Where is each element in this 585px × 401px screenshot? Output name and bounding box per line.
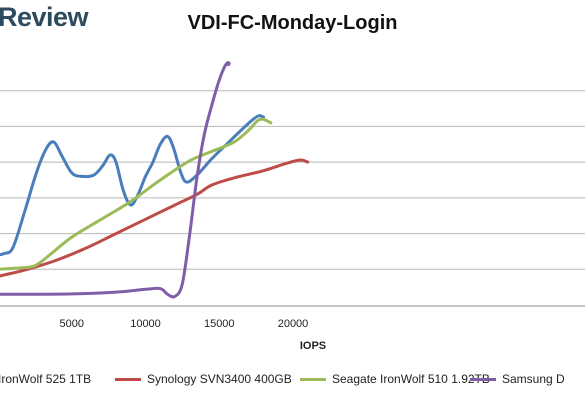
chart-title: VDI-FC-Monday-Login xyxy=(187,12,398,34)
legend-label: Samsung D xyxy=(502,372,565,386)
series-line-3 xyxy=(0,117,273,271)
x-tick-label: 15000 xyxy=(204,318,235,330)
x-tick-label: 10000 xyxy=(130,318,161,330)
legend-label: Synology SVN3400 400GB xyxy=(147,372,292,386)
legend-item: Synology SVN3400 400GB xyxy=(115,372,292,386)
legend-item: IronWolf 525 1TB xyxy=(0,372,91,386)
x-tick-labels: 5000 10000 15000 20000 xyxy=(60,318,309,330)
legend-label: Seagate IronWolf 510 1.92TB xyxy=(332,372,490,386)
series-line-2 xyxy=(0,158,310,278)
series-line-1 xyxy=(0,114,265,257)
series-end-point xyxy=(225,61,231,67)
legend-item: Samsung D xyxy=(470,372,565,386)
legend-label: IronWolf 525 1TB xyxy=(0,372,92,386)
x-tick-label: 5000 xyxy=(60,318,84,330)
x-axis-label: IOPS xyxy=(300,340,326,352)
legend-item: Seagate IronWolf 510 1.92TB xyxy=(300,372,490,386)
legend-swatch xyxy=(115,377,141,381)
brand-logo-text: Review xyxy=(0,2,89,32)
gridlines xyxy=(0,90,585,270)
x-tick-label: 20000 xyxy=(278,318,309,330)
series-line-4 xyxy=(0,62,230,299)
series-lines xyxy=(0,61,310,299)
legend-swatch xyxy=(300,377,326,381)
legend-swatch xyxy=(470,377,496,381)
